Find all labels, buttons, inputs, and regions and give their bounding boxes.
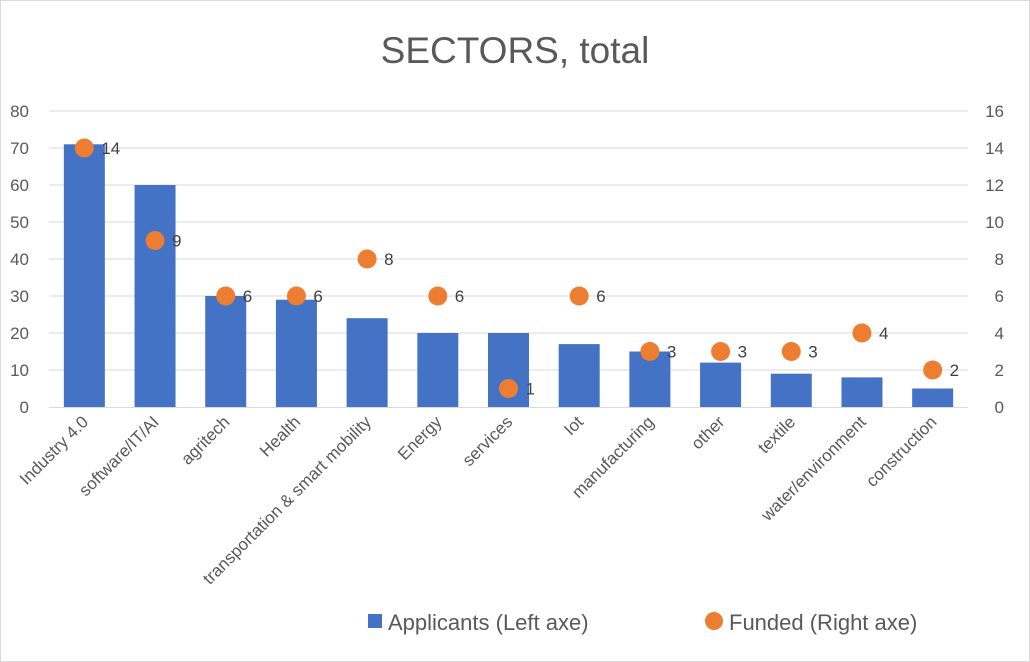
y-tick-label-left: 60 — [10, 176, 29, 195]
dot-series: 14 9 6 6 8 6 1 6 3 3 3 4 2 — [74, 138, 959, 399]
y-tick-label-right: 10 — [985, 213, 1004, 232]
legend-label-funded: Funded (Right axe) — [729, 610, 917, 635]
y-tick-label-right: 16 — [985, 102, 1004, 121]
left-y-axis: 0 10 20 30 40 50 60 70 80 — [10, 102, 29, 417]
bar — [346, 318, 388, 407]
gridlines — [49, 110, 968, 371]
category-label: textile — [754, 412, 799, 457]
dot — [923, 360, 943, 380]
dot — [569, 286, 589, 306]
y-tick-label-right: 4 — [995, 324, 1004, 343]
data-label: 6 — [455, 287, 464, 306]
dot — [499, 379, 518, 398]
data-label: 2 — [950, 361, 959, 380]
dot — [216, 286, 236, 306]
bar — [770, 373, 812, 407]
y-tick-label-right: 12 — [985, 176, 1004, 195]
category-label: other — [688, 412, 729, 453]
y-tick-label-left: 80 — [10, 102, 29, 121]
bar — [700, 362, 742, 407]
legend-swatch-applicants — [368, 614, 382, 628]
bar-series — [63, 144, 954, 408]
dot — [74, 138, 94, 158]
category-label: Industry 4.0 — [16, 412, 92, 488]
category-label: Energy — [394, 412, 446, 464]
legend: Applicants (Left axe) Funded (Right axe) — [368, 610, 917, 635]
bar — [205, 296, 247, 407]
category-label: construction — [862, 412, 940, 490]
bar — [841, 377, 883, 407]
legend-swatch-funded — [705, 612, 723, 630]
y-tick-label-left: 20 — [10, 324, 29, 343]
legend-label-applicants: Applicants (Left axe) — [388, 610, 589, 635]
dot — [357, 249, 377, 269]
dot — [640, 342, 660, 361]
dot — [428, 286, 448, 306]
y-tick-label-left: 10 — [10, 361, 29, 380]
data-label: 6 — [313, 287, 322, 306]
data-label: 4 — [879, 324, 888, 343]
category-label: Iot — [560, 412, 587, 439]
data-label: 3 — [738, 343, 747, 362]
right-y-axis: 0 2 4 6 8 10 12 14 16 — [985, 102, 1004, 417]
data-label: 14 — [101, 139, 120, 158]
chart-title: SECTORS, total — [381, 30, 650, 71]
bar — [417, 333, 459, 407]
data-label: 9 — [172, 232, 181, 251]
category-label: Health — [256, 412, 304, 460]
y-tick-label-right: 8 — [995, 250, 1004, 269]
data-label: 1 — [526, 380, 535, 399]
y-tick-label-left: 70 — [10, 139, 29, 158]
dot — [781, 342, 801, 361]
data-label: 6 — [243, 287, 252, 306]
dot — [286, 286, 306, 306]
data-label: 6 — [596, 287, 605, 306]
dot — [711, 342, 731, 361]
dot — [852, 323, 872, 343]
data-label: 3 — [667, 343, 676, 362]
y-tick-label-left: 30 — [10, 287, 29, 306]
bar — [912, 388, 954, 407]
y-tick-label-right: 6 — [995, 287, 1004, 306]
bar — [63, 144, 105, 408]
bar — [134, 185, 176, 407]
y-tick-label-right: 14 — [985, 139, 1004, 158]
dot — [145, 231, 165, 250]
category-label: agritech — [177, 412, 233, 468]
y-tick-label-right: 0 — [995, 398, 1004, 417]
data-label: 8 — [384, 250, 393, 269]
y-tick-label-left: 50 — [10, 213, 29, 232]
y-tick-label-left: 0 — [20, 398, 29, 417]
data-label: 3 — [808, 343, 817, 362]
bar — [558, 344, 600, 407]
y-tick-label-right: 2 — [995, 361, 1004, 380]
y-tick-label-left: 40 — [10, 250, 29, 269]
category-label: services — [459, 412, 517, 470]
bar — [275, 299, 317, 407]
